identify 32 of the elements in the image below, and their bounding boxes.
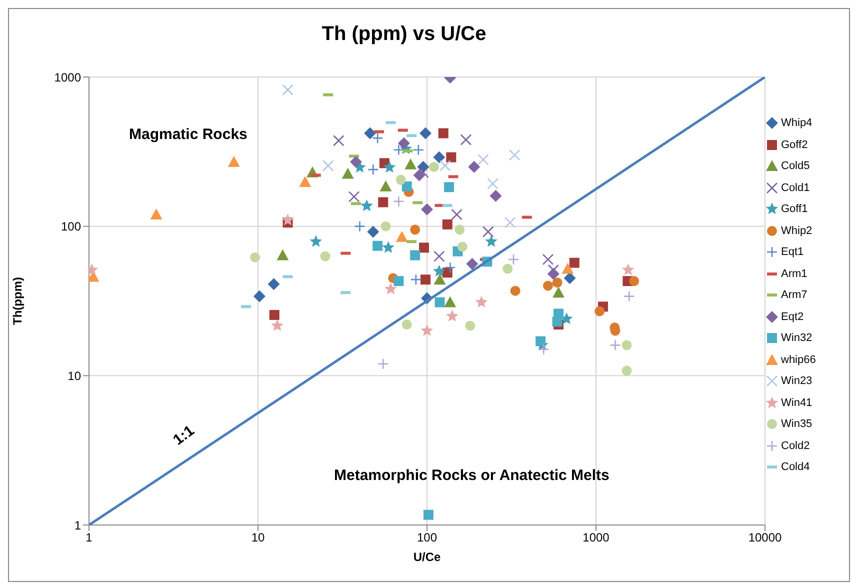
legend-label: whip66 [781,354,816,366]
x-tick-label: 1 [86,530,93,545]
legend-label: Cold1 [781,182,810,194]
legend-label: Cold2 [781,440,810,452]
legend-label: Arm1 [781,268,808,280]
y-tick-label: 1000 [54,70,82,84]
y-tick-label: 10 [68,368,82,383]
y-tick-label: 1 [74,518,82,532]
x-tick-label: 100 [416,530,438,545]
legend-label: Goff1 [781,203,808,215]
legend-label: Win41 [781,396,812,408]
annotation: 1:1 [170,422,198,449]
legend-label: Arm7 [781,289,808,301]
legend-label: Cold5 [781,160,810,172]
legend-label: Whip4 [781,117,812,129]
annotation: Magmatic Rocks [129,126,248,143]
annotation: Metamorphic Rocks or Anatectic Melts [334,467,610,484]
legend-label: Win32 [781,332,812,344]
y-axis-title: Th(ppm) [10,277,24,325]
legend-label: Cold4 [781,461,810,473]
legend-label: Whip2 [781,224,812,236]
legend-label: Eqt1 [781,246,804,258]
x-tick-label: 10000 [748,530,782,545]
legend-label: Win35 [781,418,812,430]
x-axis-title: U/Ce [413,550,441,564]
legend-label: Win23 [781,375,812,387]
x-tick-label: 1000 [582,530,610,545]
chart-title: Th (ppm) vs U/Ce [320,23,488,46]
x-tick-label: 10 [251,530,265,545]
legend-label: Goff2 [781,138,808,150]
y-tick-label: 100 [60,220,82,234]
legend-label: Eqt2 [781,310,804,322]
